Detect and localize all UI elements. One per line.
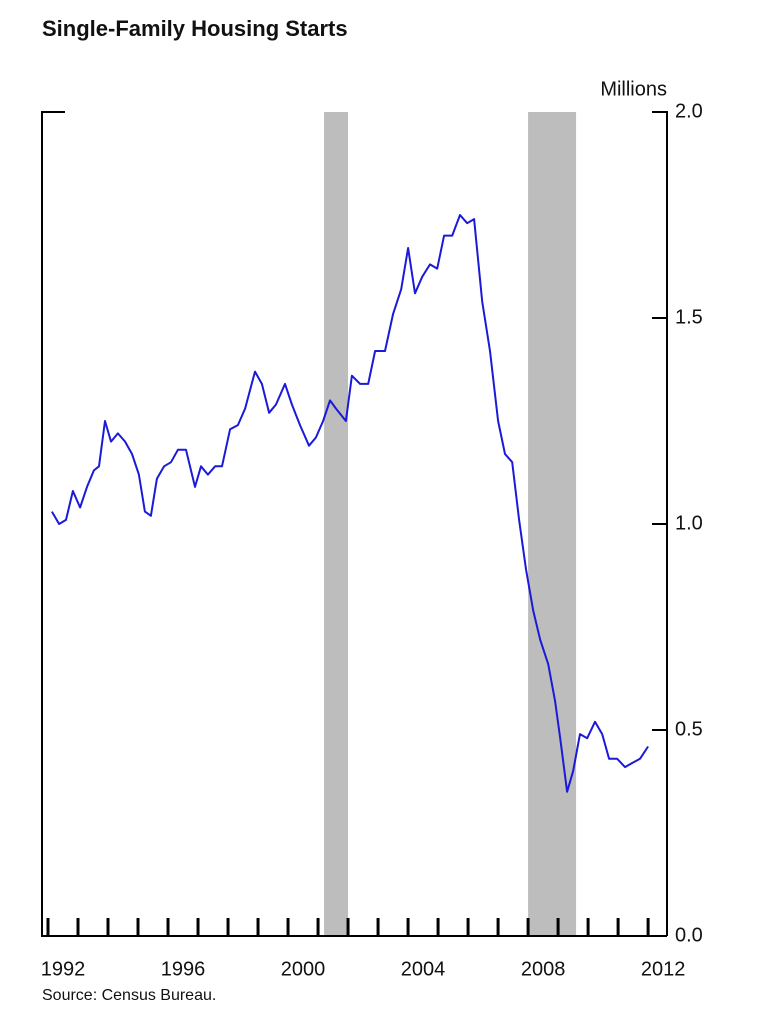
x-tick-label: 2008 (521, 958, 566, 980)
recession-band (324, 112, 349, 936)
x-tick-label: 2000 (281, 958, 326, 980)
source-note: Source: Census Bureau. (42, 987, 216, 1004)
recession-band (528, 112, 577, 936)
y-tick-label: 1.0 (675, 512, 703, 534)
chart-title: Single-Family Housing Starts (42, 16, 348, 41)
x-tick-label: 1992 (41, 958, 86, 980)
y-tick-label: 2.0 (675, 100, 703, 122)
x-tick-label: 1996 (161, 958, 206, 980)
x-tick-label: 2004 (401, 958, 446, 980)
y-tick-label: 0.0 (675, 924, 703, 946)
data-line (51, 214, 649, 793)
x-tick-label: 2012 (641, 958, 686, 980)
y-tick-label: 0.5 (675, 718, 703, 740)
y-tick-label: 1.5 (675, 306, 703, 328)
y-axis-label: Millions (600, 78, 667, 100)
